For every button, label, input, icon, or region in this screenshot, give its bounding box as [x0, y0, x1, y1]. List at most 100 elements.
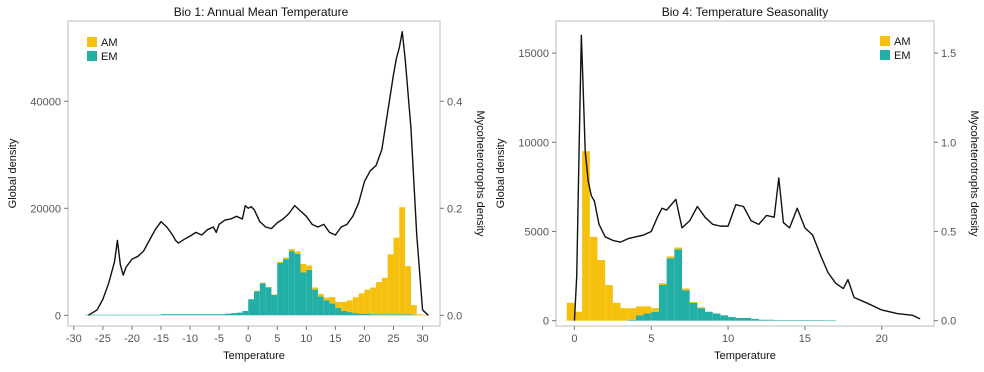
bar-em-19: [712, 313, 721, 321]
x-tick-label: -15: [153, 333, 169, 345]
x-tick-label: -10: [182, 333, 198, 345]
bar-am-4: [597, 260, 606, 321]
bar-em-14: [674, 249, 682, 321]
bar-am-7: [620, 308, 629, 321]
bar-am-14: [674, 247, 682, 250]
bar-em-34: [827, 320, 836, 322]
y2-tick-label: 0.5: [941, 226, 956, 238]
bar-em-33: [277, 262, 284, 316]
bar-em-18: [705, 311, 713, 321]
bar-em-25: [230, 313, 237, 316]
bar-em-27: [242, 311, 249, 316]
bar-em-3: [102, 314, 109, 316]
bar-em-31: [265, 287, 272, 316]
bar-em-19: [195, 314, 202, 316]
bar-em-11: [149, 314, 156, 316]
y-axis-label: Global density: [495, 138, 507, 208]
x-axis-label: Temperature: [223, 350, 285, 362]
bar-em-18: [190, 314, 196, 316]
x-tick-label: 0: [245, 333, 251, 345]
bar-em-40: [317, 296, 324, 316]
bar-em-22: [213, 314, 220, 316]
bar-group: [85, 207, 429, 316]
bar-am-0: [566, 302, 575, 321]
x-axis-label: Temperature: [714, 350, 776, 362]
bar-am-34: [283, 257, 289, 260]
bar-am-31: [265, 286, 272, 288]
bar-em-14: [166, 314, 173, 316]
y-tick-label: 0: [55, 310, 61, 322]
bar-em-7: [126, 314, 132, 316]
global-density-line: [573, 34, 921, 321]
x-tick-label: -5: [214, 333, 224, 345]
bar-em-25: [758, 319, 767, 321]
chart-title: Bio 1: Annual Mean Temperature: [174, 5, 349, 19]
bar-em-2: [97, 314, 103, 316]
bar-am-29: [254, 290, 260, 292]
bar-am-37: [300, 263, 307, 273]
bar-em-12: [658, 284, 667, 321]
x-tick-label: 10: [722, 333, 734, 345]
bar-am-38: [306, 265, 313, 270]
x-tick-label: 5: [648, 333, 654, 345]
bar-em-28: [781, 320, 790, 321]
y-tick-label: 0: [543, 316, 549, 328]
x-tick-label: 15: [329, 333, 341, 345]
y2-tick-label: 1.5: [941, 48, 956, 60]
bar-em-26: [766, 319, 775, 321]
legend-label-am: AM: [101, 37, 118, 49]
bar-em-10: [643, 313, 652, 321]
x-tick-label: -25: [95, 333, 111, 345]
bar-am-12: [658, 283, 667, 285]
bar-em-45: [347, 312, 353, 316]
bar-em-34: [283, 259, 289, 316]
bar-em-17: [184, 314, 191, 316]
bar-am-48: [364, 289, 371, 314]
bar-am-43: [335, 301, 342, 308]
bar-am-41: [323, 297, 330, 301]
bar-em-16: [178, 314, 185, 316]
legend-swatch-am: [880, 36, 890, 46]
legend-swatch-em: [880, 50, 890, 60]
y2-tick-label: 0.4: [447, 96, 462, 108]
bar-em-53: [393, 314, 400, 316]
bar-em-13: [161, 314, 167, 316]
legend-label-em: EM: [101, 51, 118, 63]
plot-frame: [555, 20, 935, 327]
y2-tick-label: 0.0: [941, 316, 956, 328]
bar-em-15: [172, 314, 179, 316]
bar-am-40: [317, 293, 324, 297]
y-tick-label: 40000: [30, 96, 61, 108]
bar-em-23: [219, 314, 225, 316]
x-tick-label: 0: [571, 333, 577, 345]
bar-em-51: [381, 314, 388, 316]
x-tick-label: 20: [358, 333, 370, 345]
bar-am-32: [271, 294, 278, 296]
bar-em-29: [254, 291, 260, 316]
bar-em-33: [820, 320, 828, 322]
bar-em-46: [352, 313, 359, 316]
bar-em-22: [735, 317, 744, 321]
bar-am-42: [329, 297, 336, 304]
bar-group: [566, 151, 836, 322]
bar-am-13: [666, 256, 675, 259]
bar-em-44: [341, 311, 347, 316]
bar-am-54: [399, 207, 406, 315]
legend: AM EM: [87, 37, 118, 63]
bar-am-11: [651, 308, 659, 312]
bar-em-37: [300, 272, 307, 316]
bar-am-49: [370, 287, 377, 315]
x-tick-label: -30: [66, 333, 82, 345]
bar-am-52: [387, 254, 394, 315]
global-density-line: [87, 31, 429, 316]
y2-axis-label: Mycoheterotrophs density: [474, 111, 486, 237]
y2-tick-label: 0.2: [447, 203, 462, 215]
bar-am-51: [381, 277, 388, 315]
y-axis-label: Global density: [7, 138, 19, 208]
bar-em-49: [370, 314, 377, 316]
bar-am-56: [410, 305, 417, 315]
bar-em-4: [108, 314, 115, 316]
legend-swatch-am: [87, 37, 97, 47]
bar-am-6: [612, 302, 621, 321]
chart-panel-2: Bio 4: Temperature Seasonality 0 5 10 15 20 Te…: [495, 5, 980, 362]
